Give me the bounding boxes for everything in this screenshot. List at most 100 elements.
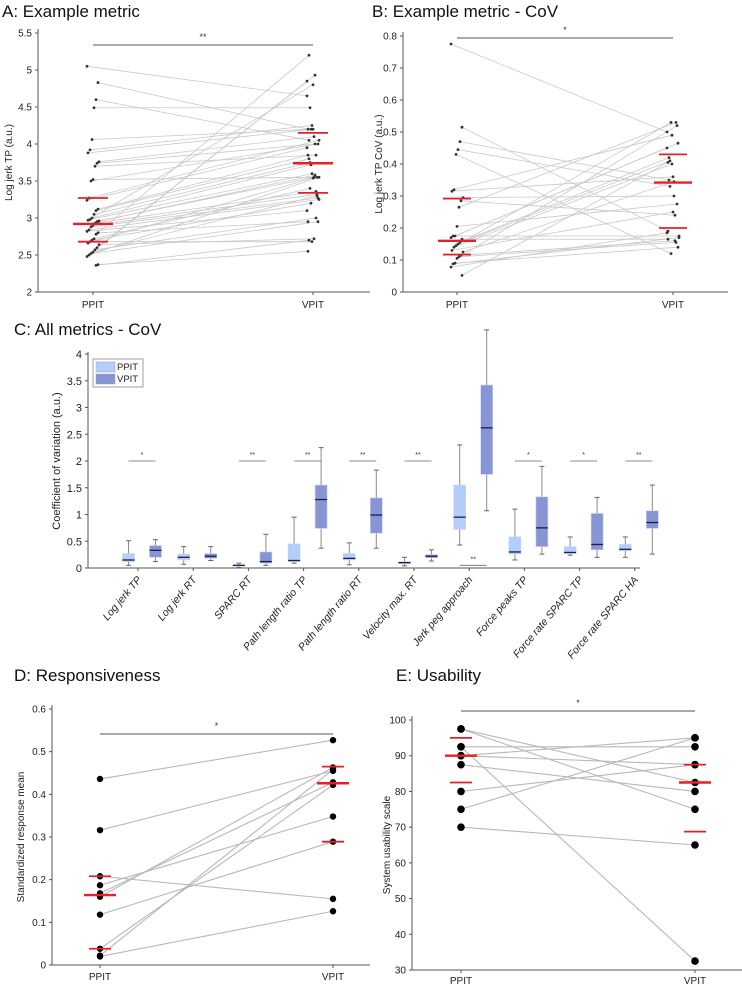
panel-b-vpit-point bbox=[670, 162, 674, 166]
panel-b-pair-line bbox=[453, 134, 673, 190]
panel-e-y-tick-label: 90 bbox=[395, 751, 407, 762]
panel-b-ppit-point bbox=[455, 257, 459, 260]
panel-d-significance-marker: * bbox=[215, 721, 219, 731]
panel-a-vpit-point bbox=[316, 220, 320, 224]
panel-b-vpit-point bbox=[665, 146, 669, 150]
panel-c-box bbox=[149, 545, 162, 558]
panel-a-pair-line bbox=[96, 174, 316, 223]
panel-a-vpit-point bbox=[305, 209, 309, 213]
panel-d-pair-line bbox=[99, 875, 334, 900]
panel-b-pair-line bbox=[458, 242, 677, 258]
panel-e-pair-line bbox=[460, 826, 696, 846]
panel-a-ppit-point bbox=[87, 253, 91, 257]
panel-a-pair-line bbox=[88, 176, 320, 256]
panel-a-ppit-point bbox=[94, 232, 98, 236]
panel-b-vpit-point bbox=[671, 210, 675, 214]
panel-a-ppit-point bbox=[86, 218, 90, 222]
panel-a-pair-line bbox=[95, 239, 310, 266]
panel-a-vpit-point bbox=[312, 135, 316, 139]
panel-a-ppit-point bbox=[94, 263, 98, 267]
panel-b-ppit-point bbox=[449, 236, 453, 240]
panel-a-vpit-point bbox=[317, 175, 321, 179]
panel-d-ppit-point bbox=[96, 911, 104, 918]
panel-c-significance-marker: ** bbox=[470, 556, 476, 563]
panel-a-ppit-point bbox=[96, 231, 100, 235]
panel-a-pair-line bbox=[88, 139, 320, 199]
panel-a-y-tick-label: 4 bbox=[26, 140, 32, 151]
panel-c-box bbox=[342, 553, 356, 561]
panel-b-pair-line bbox=[457, 160, 671, 245]
panel-c-box-ppit bbox=[287, 516, 301, 564]
panel-e-vpit-point bbox=[691, 742, 699, 751]
panel-b-ppit-point bbox=[456, 242, 460, 246]
panel-b-vpit-point bbox=[676, 141, 680, 145]
panel-a-ppit-point bbox=[95, 220, 99, 224]
panel-a-vpit-point bbox=[305, 94, 309, 98]
panel-a-vpit-point bbox=[306, 127, 310, 131]
panel-a-vpit-point bbox=[306, 153, 310, 157]
panel-b-vpit-point bbox=[674, 121, 678, 124]
panel-a-vpit-point bbox=[315, 175, 319, 179]
panel-a-pair-line bbox=[86, 210, 308, 232]
panel-a-vpit-point bbox=[316, 142, 320, 146]
panel-a-ppit-point bbox=[94, 209, 98, 213]
panel-b-x-tick-label: VPIT bbox=[662, 300, 684, 311]
panel-b-vpit-point bbox=[666, 161, 670, 164]
panel-c-box bbox=[453, 484, 467, 530]
panel-c-significance-marker: ** bbox=[250, 452, 256, 459]
panel-b-vpit-point bbox=[675, 202, 679, 206]
panel-e-y-tick-label: 30 bbox=[395, 966, 407, 977]
panel-a-vpit-point bbox=[317, 138, 321, 142]
panel-b-pair-line bbox=[460, 240, 676, 256]
panel-b-vpit-point bbox=[669, 121, 673, 124]
panel-d-pair-line bbox=[99, 815, 334, 886]
panel-c-significance-marker: ** bbox=[305, 452, 311, 459]
panel-e-ppit-point bbox=[457, 823, 465, 831]
panel-d-x-tick-label: PPIT bbox=[89, 972, 111, 983]
panel-e-pair-line bbox=[460, 764, 696, 792]
panel-c-y-tick-label: 2 bbox=[76, 456, 82, 468]
panel-e-ppit-point bbox=[457, 805, 465, 814]
panel-e-pair-line bbox=[460, 737, 696, 757]
panel-c-box bbox=[259, 551, 273, 564]
panel-e-chart bbox=[409, 710, 742, 973]
panel-a-vpit-point bbox=[311, 127, 315, 131]
panel-e-ppit-point bbox=[457, 725, 465, 733]
panel-a-y-tick-label: 2.5 bbox=[18, 251, 32, 262]
panel-a-pair-line bbox=[94, 154, 317, 167]
panel-d-ppit-point bbox=[96, 953, 104, 960]
panel-c-box-vpit bbox=[149, 539, 162, 563]
panel-b-y-tick-label: 0.5 bbox=[383, 128, 397, 139]
panel-a-vpit-point bbox=[308, 187, 312, 190]
panel-c-significance-marker: * bbox=[141, 452, 144, 459]
panel-a-pair-line bbox=[95, 158, 310, 211]
panel-b-ppit-point bbox=[454, 153, 458, 156]
panel-a-vpit-point bbox=[305, 146, 309, 150]
panel-c-box bbox=[645, 510, 659, 529]
panel-a-ppit-point bbox=[90, 138, 94, 141]
panel-c-legend-swatch-ppit bbox=[95, 361, 116, 373]
panel-a-vpit-point bbox=[308, 106, 312, 110]
panel-b-ppit-point bbox=[451, 234, 455, 238]
panel-c-legend-label-ppit: PPIT bbox=[117, 362, 138, 373]
panel-a-ppit-point bbox=[93, 164, 97, 168]
panel-b-ppit-point bbox=[461, 250, 465, 254]
panel-b-vpit-point bbox=[667, 178, 671, 182]
panel-b-vpit-point bbox=[677, 236, 681, 240]
panel-c-box-vpit bbox=[425, 549, 438, 562]
panel-c-box bbox=[122, 553, 135, 562]
panel-a-y-tick-label: 5.5 bbox=[18, 29, 32, 40]
panel-a-ppit-point bbox=[92, 106, 96, 110]
panel-e-ppit-point bbox=[457, 760, 465, 769]
panel-b-vpit-point bbox=[667, 156, 671, 160]
panel-a-pair-line bbox=[97, 221, 309, 234]
panel-c-category-label: Force peaks TP bbox=[474, 574, 531, 638]
panel-c-category-label: Log jerk TP bbox=[101, 574, 145, 623]
panel-e-significance-marker: * bbox=[576, 698, 580, 708]
panel-a-pair-line bbox=[86, 80, 308, 257]
panel-b-vpit-point bbox=[672, 194, 676, 198]
panel-b-vpit-point bbox=[669, 252, 673, 256]
panel-a-vpit-point bbox=[310, 124, 314, 127]
panel-d-vpit-point bbox=[329, 908, 337, 915]
